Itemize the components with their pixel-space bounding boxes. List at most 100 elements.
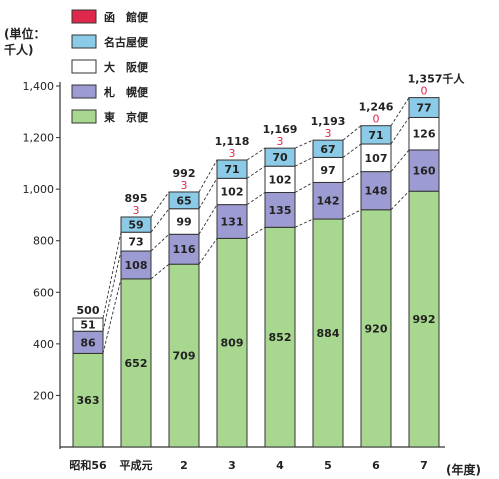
bar-segment bbox=[408, 149, 440, 192]
connector-line bbox=[198, 204, 218, 235]
connector-line bbox=[342, 143, 362, 158]
unit-label-line-1: (単位： bbox=[4, 26, 46, 41]
connector-line bbox=[294, 139, 314, 149]
connector-line bbox=[198, 238, 218, 265]
total-label: 500 bbox=[77, 304, 100, 317]
bar-value-label: 116 bbox=[173, 243, 196, 256]
x-tick-label: 平成元 bbox=[120, 458, 153, 472]
hakodate-value-label: 3 bbox=[229, 147, 236, 160]
bar-value-label: 920 bbox=[365, 322, 388, 335]
connector-line bbox=[150, 191, 170, 218]
bar-value-label: 142 bbox=[317, 195, 340, 208]
hakodate-value-label: 3 bbox=[277, 135, 284, 148]
bar-segment bbox=[216, 177, 248, 206]
hakodate-value-label: 3 bbox=[181, 179, 188, 192]
total-label: 1,357千人 bbox=[408, 72, 466, 86]
y-tick-label: 800 bbox=[33, 235, 54, 248]
bar-segment bbox=[168, 263, 200, 448]
bar-value-label: 135 bbox=[269, 204, 292, 217]
legend-swatch bbox=[71, 34, 97, 49]
bar-value-label: 59 bbox=[128, 219, 143, 232]
bar-value-label: 884 bbox=[317, 327, 340, 340]
bar-segment bbox=[360, 171, 392, 211]
bar-value-label: 102 bbox=[269, 173, 292, 186]
connector-line bbox=[342, 125, 362, 141]
bar-value-label: 160 bbox=[413, 165, 436, 178]
bar-segment bbox=[360, 143, 392, 173]
x-tick-label: 7 bbox=[420, 459, 428, 472]
bar-segment bbox=[216, 237, 248, 448]
x-tick-label: 5 bbox=[324, 459, 332, 472]
bar-segment bbox=[408, 97, 440, 118]
bar-value-label: 67 bbox=[320, 143, 335, 156]
hakodate-value-label: 3 bbox=[133, 204, 140, 217]
bar-segment bbox=[216, 159, 248, 179]
x-tick-label: 3 bbox=[228, 459, 236, 472]
y-tick-label: 600 bbox=[33, 286, 54, 299]
unit-label-line-2: 千人) bbox=[4, 42, 34, 57]
x-tick-label: 2 bbox=[180, 459, 188, 472]
legend-swatch bbox=[71, 84, 97, 99]
connector-line bbox=[198, 178, 218, 209]
connector-line bbox=[102, 250, 122, 332]
bar-value-label: 99 bbox=[176, 216, 191, 229]
x-tick-label: 6 bbox=[372, 459, 380, 472]
total-label: 1,169 bbox=[263, 123, 298, 136]
bar-value-label: 70 bbox=[272, 151, 288, 164]
connector-line bbox=[246, 226, 266, 239]
connector-line bbox=[342, 209, 362, 220]
connector-line bbox=[246, 192, 266, 205]
connector-line bbox=[390, 190, 410, 211]
connector-line bbox=[246, 165, 266, 179]
connector-line bbox=[150, 208, 170, 233]
bar-value-label: 992 bbox=[413, 313, 436, 326]
total-label: 992 bbox=[173, 167, 196, 180]
bar-segment bbox=[312, 139, 344, 158]
legend-label: 東 京便 bbox=[104, 110, 149, 124]
bar-value-label: 652 bbox=[125, 357, 148, 370]
hakodate-value-label: 0 bbox=[421, 85, 428, 98]
y-tick-label: 1,000 bbox=[23, 183, 55, 196]
legend-swatch bbox=[71, 59, 97, 74]
connector-line bbox=[102, 232, 122, 319]
bar-value-label: 131 bbox=[221, 216, 244, 229]
total-label: 1,118 bbox=[215, 135, 250, 148]
total-label: 1,193 bbox=[311, 115, 346, 128]
y-tick-label: 1,400 bbox=[23, 80, 55, 93]
bar-segment bbox=[120, 216, 152, 233]
connector-line bbox=[150, 233, 170, 252]
connector-line bbox=[294, 182, 314, 193]
connector-layer bbox=[102, 97, 410, 354]
connector-line bbox=[390, 117, 410, 145]
bar-value-label: 363 bbox=[77, 394, 100, 407]
bar-value-label: 71 bbox=[224, 163, 239, 176]
bar-value-label: 97 bbox=[320, 164, 335, 177]
bar-segment bbox=[120, 278, 152, 448]
bar-segment bbox=[312, 218, 344, 448]
bar-segment bbox=[264, 226, 296, 448]
bar-segment bbox=[72, 317, 104, 332]
bar-value-label: 86 bbox=[80, 336, 96, 349]
legend-label: 大 阪便 bbox=[104, 60, 149, 74]
bar-value-label: 126 bbox=[413, 128, 436, 141]
x-tick-label: 4 bbox=[276, 459, 284, 472]
bar-value-label: 71 bbox=[368, 129, 383, 142]
connector-line bbox=[390, 149, 410, 172]
connector-line bbox=[294, 218, 314, 228]
x-axis-title: (年度) bbox=[446, 462, 481, 477]
legend-swatch bbox=[71, 109, 97, 124]
bar-value-label: 77 bbox=[416, 102, 431, 115]
bar-value-label: 73 bbox=[128, 236, 143, 249]
connector-line bbox=[294, 157, 314, 167]
total-label: 1,246 bbox=[359, 101, 394, 114]
bar-value-label: 108 bbox=[125, 259, 148, 272]
bar-segment bbox=[312, 156, 344, 183]
bar-segment bbox=[264, 191, 296, 228]
legend-label: 札 幌便 bbox=[103, 85, 149, 99]
connector-line bbox=[150, 263, 170, 280]
bar-segment bbox=[360, 125, 392, 145]
bar-value-label: 852 bbox=[269, 331, 292, 344]
bar-segment bbox=[408, 190, 440, 448]
bar-layer bbox=[72, 97, 440, 448]
